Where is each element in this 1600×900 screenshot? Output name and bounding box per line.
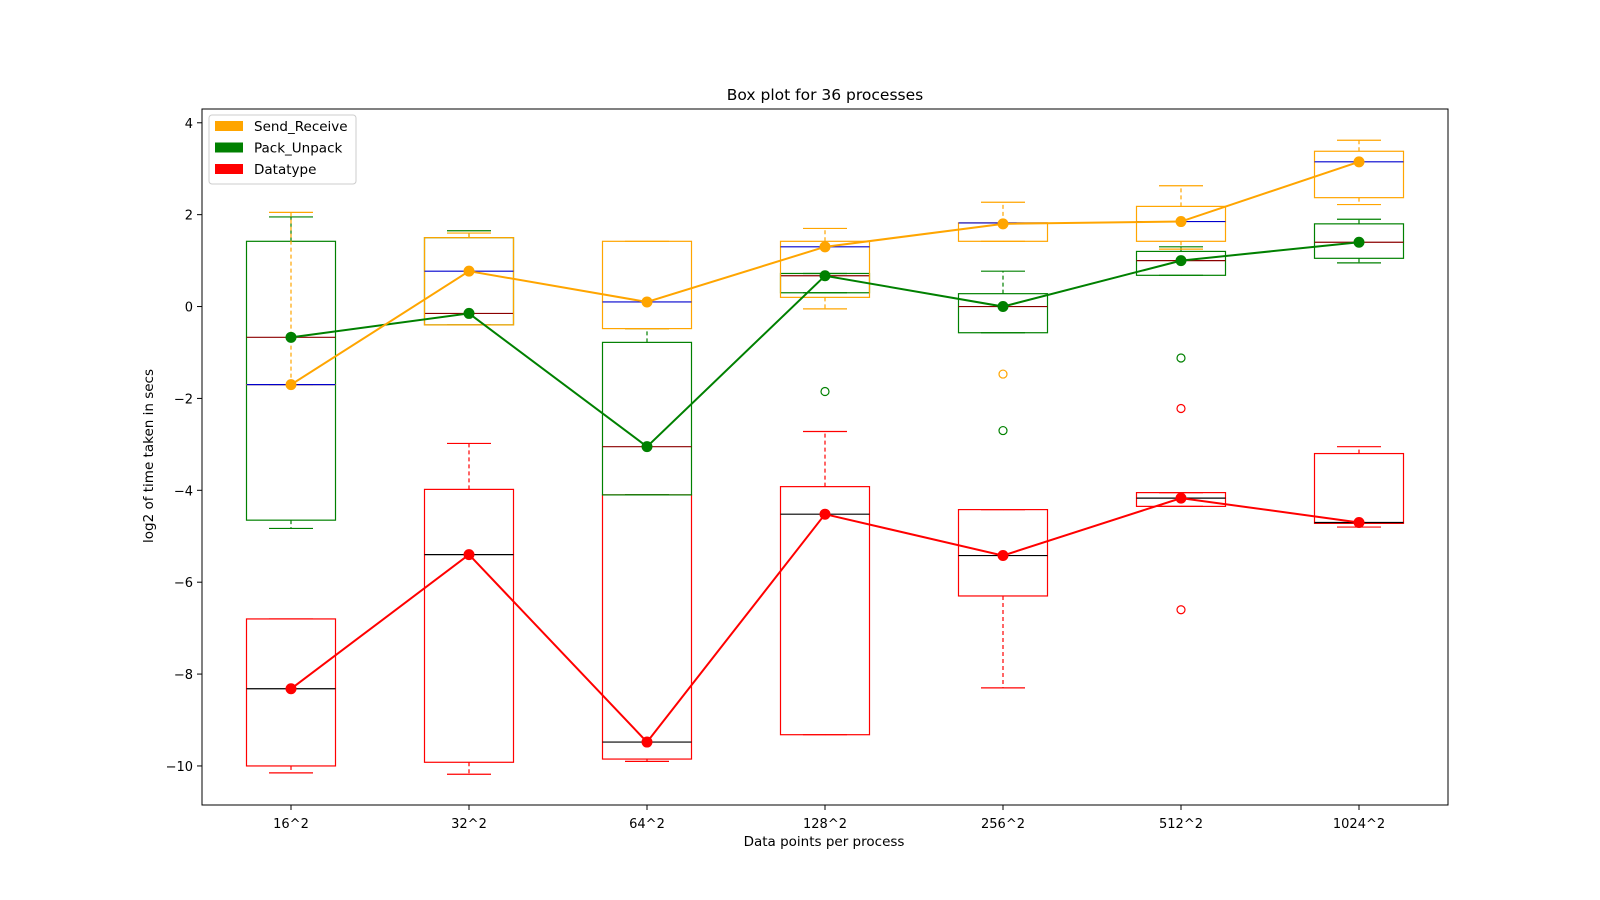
series-marker-datatype [285,683,297,695]
x-tick-label: 16^2 [273,817,309,832]
outlier-point [1176,605,1186,615]
legend: Send_Receive Pack_Unpack Datatype [208,114,357,185]
y-tick-label: −8 [174,668,193,683]
y-tick-label: −10 [166,760,193,775]
y-tick-label: −4 [174,484,193,499]
series-marker-send-receive [463,265,475,277]
outlier-point [998,425,1008,436]
legend-swatch [215,142,243,153]
box-rect [779,486,871,736]
box-send-receive-3 [779,227,871,310]
box-rect [601,341,693,496]
series-marker-pack-unpack [997,301,1009,313]
legend-swatch [215,121,243,131]
legend-entry-label: Send_Receive [254,119,348,135]
series-marker-datatype [641,736,653,748]
box-rect [1313,223,1405,259]
box-rect [1313,150,1405,199]
plot-area [245,139,1405,775]
box-rect [957,509,1049,597]
box-rect [601,240,693,330]
box-send-receive-2 [601,240,693,330]
y-tick-label: 4 [185,117,193,132]
y-tick-label: −6 [174,576,193,591]
series-marker-send-receive [997,218,1009,230]
series-marker-datatype [1353,516,1365,528]
box-datatype-2 [601,494,693,762]
series-marker-send-receive [819,241,831,253]
box-rect [601,494,693,760]
series-marker-datatype [463,549,475,561]
y-tick-label: −2 [174,392,193,407]
box-send-receive-6 [1313,139,1405,206]
box-datatype-4 [957,509,1049,689]
box-rect [1313,452,1405,524]
box-rect [423,237,515,326]
y-tick-label: 0 [185,301,193,316]
series-marker-send-receive [641,296,653,308]
series-line-datatype [290,497,1360,744]
x-tick-label: 64^2 [629,817,665,832]
outlier-point [1176,403,1186,414]
series-marker-datatype [1175,492,1187,504]
box-rect [245,618,337,767]
series-marker-send-receive [1175,216,1187,228]
series-marker-pack-unpack [641,441,653,453]
box-rect [779,240,871,298]
box-datatype-6 [1313,446,1405,528]
legend-box [208,114,357,185]
x-tick-label: 1024^2 [1333,817,1385,832]
series-marker-pack-unpack [1175,255,1187,267]
outlier-point [820,386,830,397]
axes: 4 2 0 −2 −4 −6 −8 −10 16^2 32^2 64^2 128^2 256^2 512^… [166,117,1386,832]
series-marker-pack-unpack [819,270,831,282]
outlier-point [1176,353,1186,363]
y-tick-label: 2 [185,209,193,224]
x-axis-label: Data points per process [744,834,905,850]
x-tick-label: 256^2 [981,817,1025,832]
box-pack-unpack-6 [1313,218,1405,264]
box-rect [1135,492,1227,507]
series-marker-datatype [997,550,1009,562]
x-tick-label: 128^2 [803,817,847,832]
x-tick-label: 512^2 [1159,817,1203,832]
box-rect [1135,205,1227,242]
series-marker-pack-unpack [463,307,475,319]
series-marker-send-receive [285,379,297,391]
series-marker-datatype [819,508,831,520]
box-datatype-3 [779,430,871,736]
legend-swatch [215,164,243,174]
legend-entry-label: Pack_Unpack [254,141,342,157]
chart-title: Box plot for 36 processes [727,86,923,104]
y-axis-label: log2 of time taken in secs [141,369,157,543]
x-tick-label: 32^2 [451,817,487,832]
box-rect [423,488,515,763]
box-pack-unpack-4 [957,270,1049,436]
box-pack-unpack-2 [601,327,693,496]
series-marker-pack-unpack [285,331,297,343]
legend-entry-label: Datatype [254,162,316,178]
box-rect [957,293,1049,334]
box-datatype-1 [423,442,515,775]
box-pack-unpack-3 [779,272,871,397]
box-datatype-0 [245,618,337,774]
box-rect [1135,250,1227,276]
series-marker-pack-unpack [1353,236,1365,248]
series-marker-send-receive [1353,156,1365,168]
outlier-point [998,369,1008,379]
